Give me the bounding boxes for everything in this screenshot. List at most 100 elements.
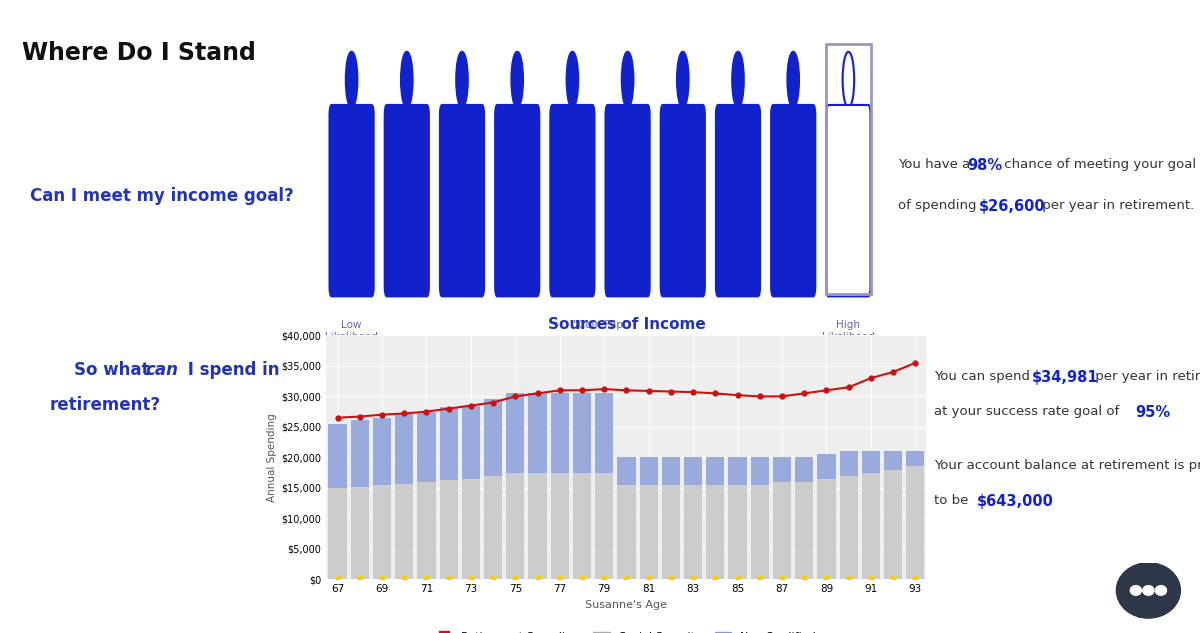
Bar <box>906 451 924 467</box>
Circle shape <box>511 52 523 108</box>
Bar <box>395 414 413 484</box>
Text: per year in retirement: per year in retirement <box>1091 370 1200 384</box>
FancyBboxPatch shape <box>661 105 704 296</box>
Bar <box>551 473 569 579</box>
Bar <box>862 451 880 473</box>
Bar <box>439 480 457 579</box>
FancyBboxPatch shape <box>827 105 870 296</box>
Bar <box>462 406 480 479</box>
FancyBboxPatch shape <box>716 105 760 296</box>
Circle shape <box>456 52 468 108</box>
FancyBboxPatch shape <box>606 105 649 296</box>
Text: 95%: 95% <box>1135 405 1170 420</box>
Bar <box>617 485 636 579</box>
Bar <box>817 479 835 579</box>
Circle shape <box>1156 586 1166 595</box>
Bar <box>751 457 769 485</box>
Bar <box>528 473 547 579</box>
Bar <box>551 393 569 473</box>
Text: chance of meeting your goal: chance of meeting your goal <box>1000 158 1195 172</box>
Bar <box>640 485 658 579</box>
Circle shape <box>842 52 854 108</box>
Circle shape <box>1116 563 1181 618</box>
FancyBboxPatch shape <box>496 105 539 296</box>
Bar <box>329 424 347 488</box>
Bar <box>817 454 835 479</box>
FancyBboxPatch shape <box>772 105 815 296</box>
Bar <box>506 473 524 579</box>
Bar <box>329 488 347 579</box>
Bar <box>395 484 413 579</box>
Bar <box>884 470 902 579</box>
Text: $34,981: $34,981 <box>1032 370 1099 385</box>
Text: Where Do I Stand: Where Do I Stand <box>22 41 256 65</box>
Circle shape <box>1130 586 1141 595</box>
Bar <box>640 457 658 485</box>
Circle shape <box>346 52 358 108</box>
Bar <box>796 457 814 482</box>
Bar <box>728 485 746 579</box>
Circle shape <box>622 52 634 108</box>
Bar <box>661 485 680 579</box>
Text: You have a: You have a <box>898 158 974 172</box>
Bar <box>572 473 592 579</box>
Text: 98%: 98% <box>967 158 1002 173</box>
Bar <box>572 393 592 473</box>
Legend: Retirement Spending, Social Security, Non-Qualified: Retirement Spending, Social Security, No… <box>432 627 821 633</box>
Bar <box>840 451 858 475</box>
FancyBboxPatch shape <box>551 105 594 296</box>
Text: Can I meet my income goal?: Can I meet my income goal? <box>30 187 294 205</box>
Text: at your success rate goal of: at your success rate goal of <box>934 405 1123 418</box>
Bar <box>773 482 791 579</box>
Bar <box>418 411 436 482</box>
Bar <box>528 393 547 473</box>
Bar <box>706 485 725 579</box>
FancyArrowPatch shape <box>1140 612 1142 615</box>
Circle shape <box>787 52 799 108</box>
Bar <box>418 482 436 579</box>
Bar <box>617 457 636 485</box>
Text: Your account balance at retirement is projected: Your account balance at retirement is pr… <box>934 459 1200 472</box>
Text: retirement?: retirement? <box>50 396 161 413</box>
Text: You can spend: You can spend <box>934 370 1034 384</box>
Bar <box>906 467 924 579</box>
Text: Low
Likelihood: Low Likelihood <box>325 320 378 342</box>
X-axis label: Susanne's Age: Susanne's Age <box>586 599 667 610</box>
FancyBboxPatch shape <box>385 105 428 296</box>
Bar <box>706 457 725 485</box>
FancyBboxPatch shape <box>440 105 484 296</box>
Text: $26,600: $26,600 <box>979 199 1046 215</box>
Bar <box>684 457 702 485</box>
Title: Sources of Income: Sources of Income <box>547 316 706 332</box>
Bar <box>484 475 502 579</box>
Bar <box>751 485 769 579</box>
Bar <box>462 479 480 579</box>
Bar <box>773 457 791 482</box>
Bar <box>506 393 524 473</box>
Circle shape <box>566 52 578 108</box>
Text: to be: to be <box>934 494 972 507</box>
Y-axis label: Annual Spending: Annual Spending <box>268 413 277 502</box>
Bar <box>661 457 680 485</box>
Text: I spend in: I spend in <box>182 361 280 379</box>
Bar <box>595 473 613 579</box>
Circle shape <box>1142 586 1154 595</box>
Text: per year in retirement.: per year in retirement. <box>1038 199 1194 213</box>
Bar <box>350 487 368 579</box>
Bar <box>684 485 702 579</box>
Bar <box>728 457 746 485</box>
Text: .: . <box>1164 405 1168 418</box>
Bar <box>862 473 880 579</box>
Circle shape <box>401 52 413 108</box>
Bar <box>595 393 613 473</box>
Bar <box>350 420 368 487</box>
Bar <box>484 399 502 475</box>
Text: of spending: of spending <box>898 199 980 213</box>
Text: .: . <box>1042 494 1045 507</box>
Circle shape <box>732 52 744 108</box>
Bar <box>840 475 858 579</box>
Text: can: can <box>145 361 178 379</box>
Bar <box>796 482 814 579</box>
FancyBboxPatch shape <box>330 105 373 296</box>
Text: So what: So what <box>74 361 156 379</box>
